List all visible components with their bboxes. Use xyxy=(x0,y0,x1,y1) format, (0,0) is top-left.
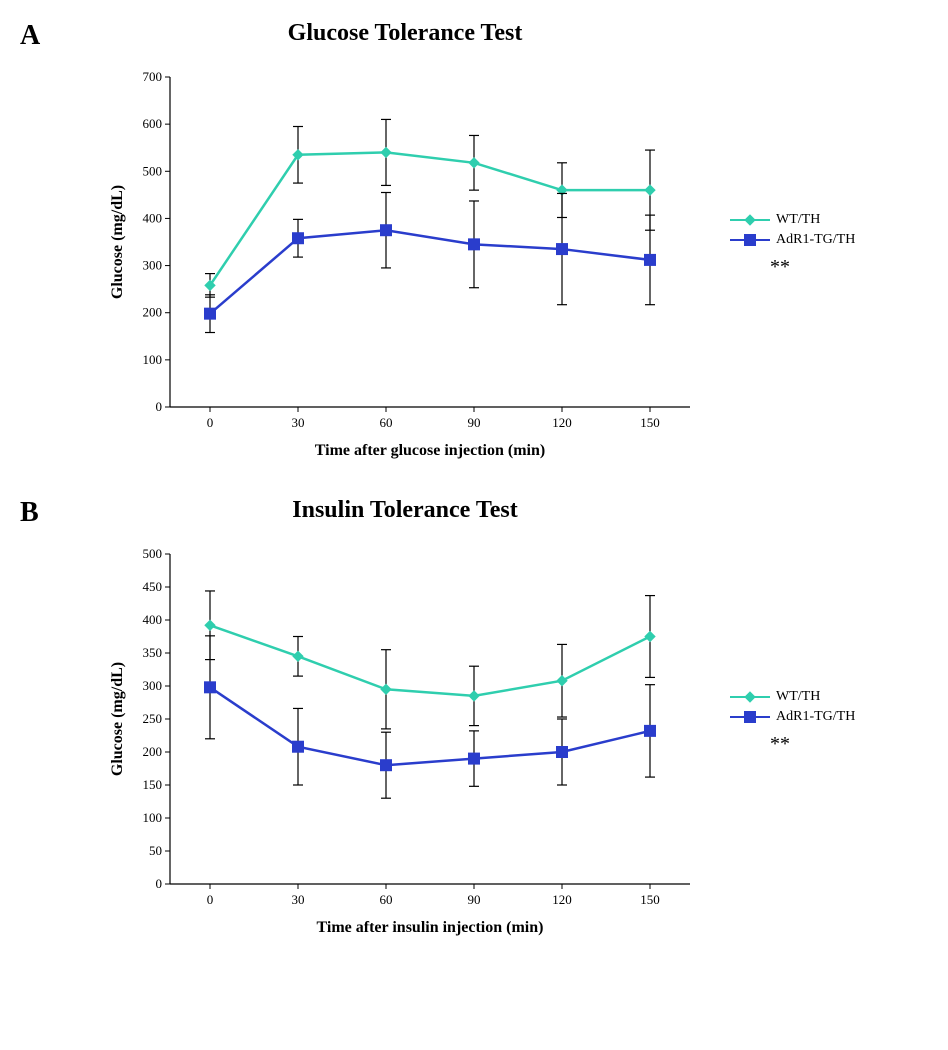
panel-b-label: B xyxy=(20,497,39,529)
panel-a-label: A xyxy=(20,20,40,52)
svg-text:450: 450 xyxy=(143,579,163,594)
legend-item: AdR1-TG/TH xyxy=(730,232,855,248)
svg-text:60: 60 xyxy=(380,415,393,430)
panel-b-chart: 0 50 100 150 200 250 300 350 400 450 500 0 30 60 90 120… xyxy=(100,534,710,944)
panel-a-chart: 0 100 200 300 400 500 600 700 0 30 60 90 120 150 Gluco… xyxy=(100,57,710,467)
svg-text:500: 500 xyxy=(143,163,163,178)
svg-text:400: 400 xyxy=(143,612,163,627)
svg-text:60: 60 xyxy=(380,892,393,907)
svg-text:350: 350 xyxy=(143,645,163,660)
svg-text:Glucose (mg/dL): Glucose (mg/dL) xyxy=(109,185,126,299)
svg-text:120: 120 xyxy=(552,415,572,430)
svg-text:0: 0 xyxy=(156,399,163,414)
svg-text:200: 200 xyxy=(143,305,163,320)
legend-marker-icon xyxy=(743,233,757,247)
legend-label: WT/TH xyxy=(776,689,820,705)
legend-marker-icon xyxy=(743,710,757,724)
svg-text:120: 120 xyxy=(552,892,572,907)
svg-text:0: 0 xyxy=(207,892,214,907)
panel-a-chart-wrap: Glucose Tolerance Test 01002003004005006… xyxy=(100,20,710,467)
legend-label: AdR1-TG/TH xyxy=(776,709,855,725)
legend-line-icon xyxy=(730,219,770,221)
svg-text:0: 0 xyxy=(207,415,214,430)
svg-text:150: 150 xyxy=(640,892,660,907)
svg-text:90: 90 xyxy=(468,892,481,907)
panel-b-title: Insulin Tolerance Test xyxy=(292,497,517,524)
svg-text:0: 0 xyxy=(156,876,163,891)
svg-text:300: 300 xyxy=(143,678,163,693)
panel-a-title: Glucose Tolerance Test xyxy=(288,20,523,47)
panel-b: B Insulin Tolerance Test 0 50 100 150 200 250… xyxy=(20,497,928,944)
legend-item: AdR1-TG/TH xyxy=(730,709,855,725)
legend-marker-icon xyxy=(743,213,757,227)
svg-text:500: 500 xyxy=(143,546,163,561)
panel-b-block: Insulin Tolerance Test 0 50 100 150 200 250 30… xyxy=(100,497,928,944)
svg-text:700: 700 xyxy=(143,69,163,84)
svg-text:150: 150 xyxy=(640,415,660,430)
panel-a-legend: WT/TH AdR1-TG/TH ** xyxy=(730,208,855,279)
legend-line-icon xyxy=(730,716,770,718)
svg-text:250: 250 xyxy=(143,711,163,726)
legend-item: WT/TH xyxy=(730,689,855,705)
legend-label: AdR1-TG/TH xyxy=(776,232,855,248)
panel-b-chart-wrap: Insulin Tolerance Test 0 50 100 150 200 250 30… xyxy=(100,497,710,944)
svg-text:100: 100 xyxy=(143,810,163,825)
svg-text:400: 400 xyxy=(143,210,163,225)
panel-a: A Glucose Tolerance Test 010020030040050… xyxy=(20,20,928,467)
svg-text:150: 150 xyxy=(143,777,163,792)
legend-line-icon xyxy=(730,239,770,241)
panel-a-significance: ** xyxy=(770,256,855,279)
svg-text:Glucose (mg/dL): Glucose (mg/dL) xyxy=(109,662,126,776)
legend-line-icon xyxy=(730,696,770,698)
svg-text:50: 50 xyxy=(149,843,162,858)
svg-text:100: 100 xyxy=(143,352,163,367)
svg-text:Time after insulin injection (: Time after insulin injection (min) xyxy=(317,919,544,936)
panel-b-legend: WT/TH AdR1-TG/TH ** xyxy=(730,685,855,756)
svg-text:90: 90 xyxy=(468,415,481,430)
legend-item: WT/TH xyxy=(730,212,855,228)
svg-text:Time after glucose injection (: Time after glucose injection (min) xyxy=(315,442,545,459)
svg-text:30: 30 xyxy=(292,892,305,907)
legend-label: WT/TH xyxy=(776,212,820,228)
panel-b-significance: ** xyxy=(770,733,855,756)
panel-a-block: Glucose Tolerance Test 01002003004005006… xyxy=(100,20,928,467)
legend-marker-icon xyxy=(743,690,757,704)
svg-text:200: 200 xyxy=(143,744,163,759)
svg-text:600: 600 xyxy=(143,116,163,131)
svg-text:300: 300 xyxy=(143,258,163,273)
svg-text:30: 30 xyxy=(292,415,305,430)
